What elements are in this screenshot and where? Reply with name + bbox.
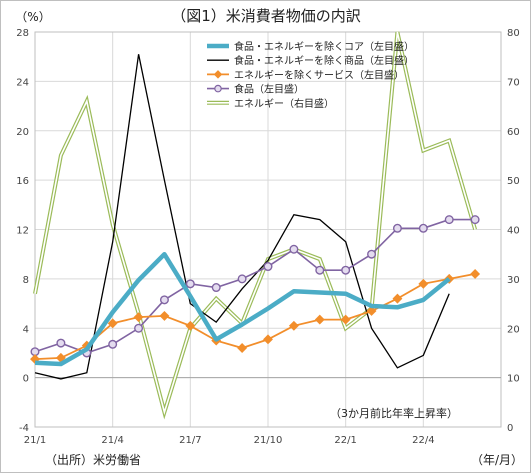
legend-label: エネルギー（右目盛）: [234, 97, 334, 110]
y-right-tick-label: 80: [507, 28, 520, 39]
legend-label: 食品・エネルギーを除くコア（左目盛）: [234, 40, 414, 53]
x-tick-label: 21/10: [254, 435, 283, 446]
source-label: （出所）米労働省: [45, 453, 141, 467]
data-point-food: [185, 279, 195, 289]
legend-label: 食品（左目盛）: [234, 83, 304, 96]
data-point-services: [470, 268, 481, 279]
y-right-tick-label: 0: [507, 423, 513, 434]
legend: 食品・エネルギーを除くコア（左目盛）食品・エネルギーを除く商品（左目盛）エネルギ…: [207, 40, 414, 110]
series-line-goods: [34, 54, 450, 380]
y-right-tick-label: 70: [507, 77, 520, 88]
data-point-food: [159, 295, 169, 305]
legend-item: 食品・エネルギーを除く商品（左目盛）: [207, 54, 414, 67]
y-left-tick-label: 12: [16, 226, 29, 237]
legend-label: エネルギーを除くサービス（左目盛）: [234, 68, 404, 81]
y-right-tick-label: 20: [507, 324, 520, 335]
x-tick-label: 21/7: [179, 435, 201, 446]
chart-title: （図1）米消費者物価の内訳: [171, 7, 361, 25]
y-left-tick-label: 16: [16, 176, 29, 187]
y-right-tick-label: 40: [507, 226, 520, 237]
axes: -4 0 0 10 4 20 8 30 12 40 16 50 20 60 24 70 28 80 21/1 21/4…: [16, 28, 519, 446]
data-point-services: [314, 314, 325, 325]
data-point-food: [237, 274, 247, 284]
y-left-tick-label: 4: [23, 324, 29, 335]
chart-note: （3か月前比年率上昇率）: [330, 406, 458, 420]
x-tick-label: 22/4: [412, 435, 434, 446]
data-point-food: [444, 215, 454, 225]
data-point-food: [289, 244, 299, 254]
x-axis-unit: （年/月）: [471, 453, 523, 467]
y-left-tick-label: 24: [16, 77, 29, 88]
legend-marker: [214, 84, 222, 93]
data-point-services: [418, 278, 429, 289]
x-tick-label: 21/4: [101, 435, 123, 446]
y-left-tick-label: 28: [16, 28, 29, 39]
series-line-energy-inner: [34, 31, 476, 416]
data-point-services: [288, 320, 299, 331]
series-1: [34, 54, 450, 380]
data-point-services: [133, 312, 144, 323]
data-point-food: [263, 262, 273, 272]
series-0: [34, 251, 451, 367]
y-right-tick-label: 30: [507, 275, 520, 286]
data-point-services: [263, 334, 273, 345]
data-point-food: [470, 215, 480, 225]
y-right-tick-label: 50: [507, 176, 520, 187]
data-point-food: [418, 223, 428, 233]
data-point-services: [366, 306, 377, 316]
y-left-tick-label: -4: [19, 423, 29, 434]
data-point-food: [134, 323, 144, 333]
legend-item: エネルギー（右目盛）: [207, 97, 334, 110]
data-point-food: [108, 339, 118, 349]
data-point-services: [340, 314, 351, 325]
gridlines: [34, 31, 501, 428]
data-point-services: [185, 320, 196, 331]
left-axis-unit: （%）: [15, 10, 50, 24]
legend-item: エネルギーを除くサービス（左目盛）: [207, 68, 404, 81]
series-4: [33, 31, 478, 420]
x-tick-label: 21/1: [24, 435, 46, 446]
y-left-tick-label: 20: [16, 127, 29, 138]
data-point-food: [367, 249, 377, 259]
legend-marker: [213, 70, 223, 79]
legend-label: 食品・エネルギーを除く商品（左目盛）: [234, 54, 414, 67]
y-left-tick-label: 0: [23, 374, 29, 385]
data-point-food: [392, 223, 402, 233]
legend-item: 食品・エネルギーを除くコア（左目盛）: [207, 40, 414, 53]
plot-area-border: [34, 31, 502, 428]
series-lines: [30, 31, 481, 420]
data-point-services: [159, 310, 170, 321]
data-point-food: [315, 265, 325, 275]
data-point-services: [237, 343, 248, 353]
y-right-tick-label: 60: [507, 127, 520, 138]
data-point-food: [341, 265, 351, 275]
data-point-food: [211, 283, 221, 293]
series-line-core: [34, 251, 451, 367]
data-point-food: [56, 338, 66, 348]
series-line-services: [34, 273, 476, 360]
y-left-tick-label: 8: [23, 275, 29, 286]
legend-item: 食品（左目盛）: [207, 83, 304, 96]
data-point-services: [392, 293, 403, 304]
y-right-tick-label: 10: [507, 374, 520, 385]
x-tick-label: 22/1: [334, 435, 356, 446]
